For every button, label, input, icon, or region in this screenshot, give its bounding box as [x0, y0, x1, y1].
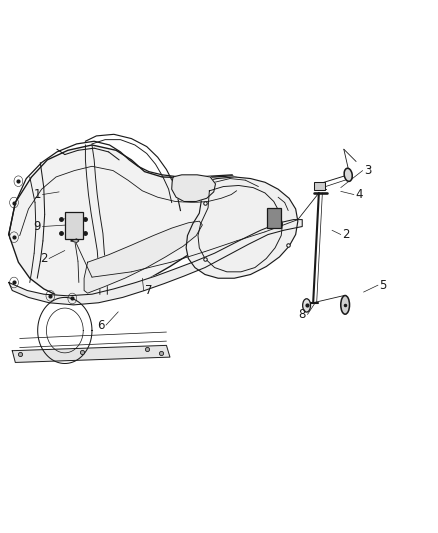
Ellipse shape — [344, 168, 352, 181]
Text: 8: 8 — [299, 308, 306, 321]
Polygon shape — [71, 239, 79, 243]
Polygon shape — [9, 145, 249, 298]
FancyBboxPatch shape — [267, 208, 281, 228]
Text: 3: 3 — [364, 164, 371, 177]
FancyBboxPatch shape — [314, 182, 325, 190]
Text: 5: 5 — [380, 279, 387, 292]
Text: 2: 2 — [342, 228, 350, 241]
Text: 2: 2 — [40, 252, 48, 265]
Polygon shape — [84, 221, 202, 293]
Text: 7: 7 — [145, 284, 153, 297]
Polygon shape — [9, 220, 302, 305]
Text: 9: 9 — [33, 220, 41, 233]
Polygon shape — [172, 175, 215, 201]
Polygon shape — [12, 345, 170, 362]
Ellipse shape — [303, 298, 311, 312]
Ellipse shape — [341, 295, 350, 314]
Text: 1: 1 — [33, 188, 41, 201]
FancyBboxPatch shape — [65, 212, 83, 239]
Polygon shape — [186, 177, 298, 278]
Text: 6: 6 — [97, 319, 105, 332]
Text: 4: 4 — [355, 188, 363, 201]
